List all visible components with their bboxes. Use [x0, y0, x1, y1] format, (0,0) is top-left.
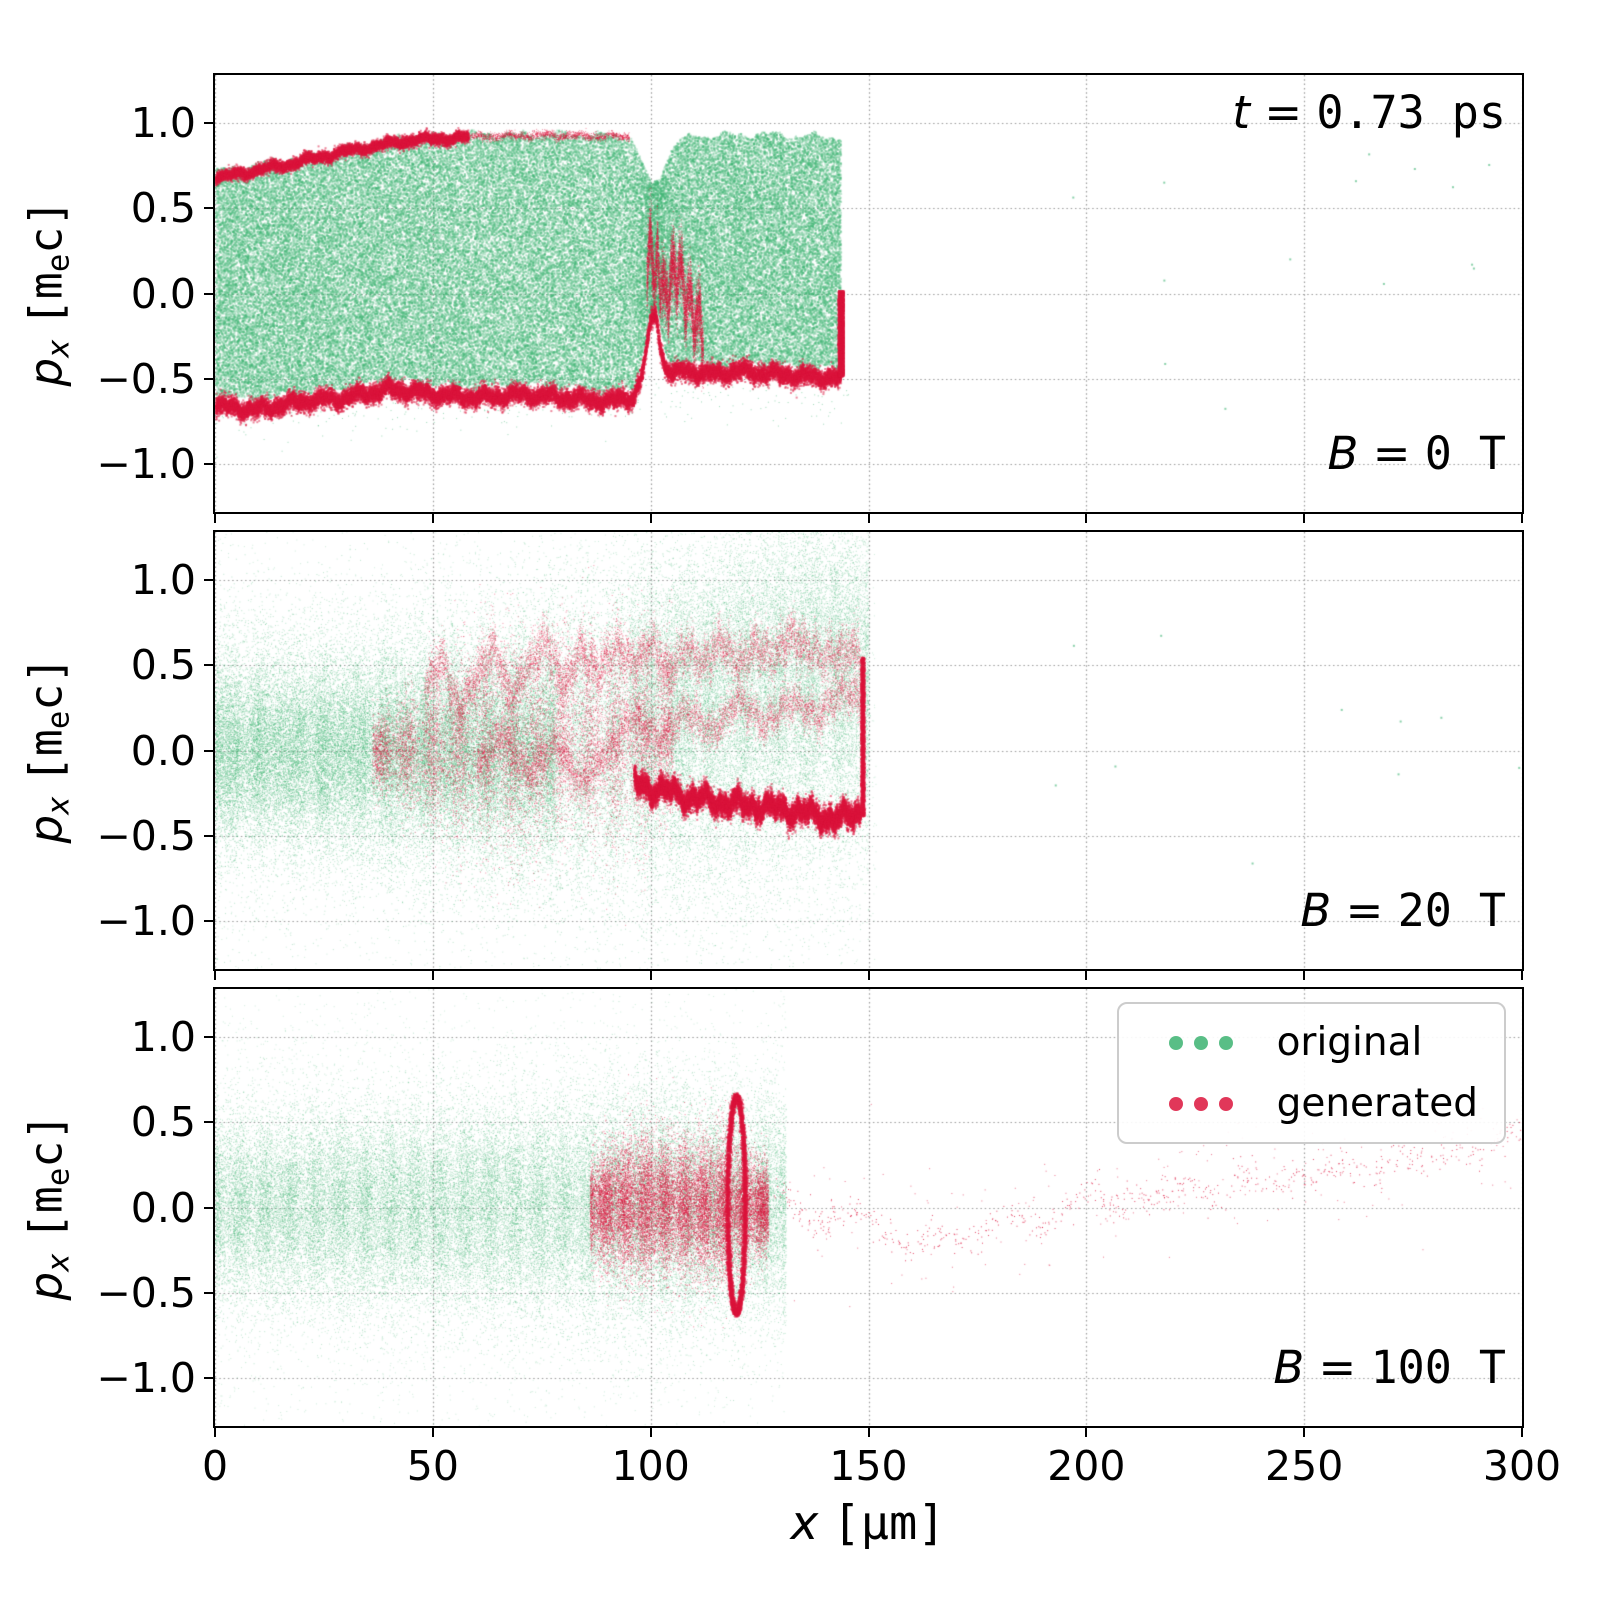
y-tick-mark [204, 463, 213, 466]
y-tick-label: −0.5 [96, 1268, 196, 1317]
dot-icon [1193, 1096, 1208, 1111]
y-tick-mark [204, 578, 213, 581]
x-tick-mark [649, 1428, 652, 1437]
y-tick-label: −1.0 [96, 897, 196, 946]
x-tick-mark [867, 1428, 870, 1437]
y-tick-label: 0.5 [130, 1098, 196, 1147]
x-tick-label: 100 [611, 1442, 690, 1490]
x-tick-mark [214, 514, 216, 523]
x-tick-mark [1085, 971, 1088, 980]
time-unit: ps [1424, 86, 1506, 139]
x-tick-mark [649, 514, 652, 523]
dot-icon [1168, 1096, 1183, 1111]
y-tick-mark [204, 1377, 213, 1380]
y-tick-label: 0.0 [130, 1183, 196, 1232]
equals-sign: = [1304, 1341, 1371, 1394]
panel-b20 [213, 530, 1524, 971]
y-tick-mark [204, 292, 213, 295]
y-tick-label: 1.0 [130, 1012, 196, 1061]
field-symbol: B [1300, 884, 1332, 937]
x-tick-mark [867, 971, 870, 980]
y-tick-label: −1.0 [96, 440, 196, 489]
y-tick-mark [204, 1121, 213, 1124]
legend-marker-original [1145, 1035, 1257, 1050]
x-tick-mark [1085, 514, 1088, 523]
x-tick-mark [649, 971, 652, 980]
x-tick-mark [1521, 514, 1523, 523]
x-tick-mark [1303, 1428, 1306, 1437]
y-tick-label: −0.5 [96, 354, 196, 403]
y-tick-mark [204, 121, 213, 124]
x-tick-mark [214, 1428, 216, 1437]
y-tick-label: 0.5 [130, 641, 196, 690]
legend-entry-original: original [1145, 1020, 1478, 1065]
field-symbol: B [1273, 1341, 1305, 1394]
x-tick-mark [1303, 514, 1306, 523]
dot-icon [1168, 1035, 1183, 1050]
y-tick-mark [204, 1291, 213, 1294]
y-tick-mark [204, 749, 213, 752]
legend-entry-generated: generated [1145, 1081, 1478, 1126]
x-tick-mark [1303, 971, 1306, 980]
x-tick-mark [431, 1428, 434, 1437]
x-tick-mark [1085, 1428, 1088, 1437]
y-tick-mark [204, 834, 213, 837]
panel-b0-scatter-canvas [215, 75, 1522, 512]
equals-sign: = [1250, 86, 1317, 139]
field-value: 20 T [1397, 884, 1506, 937]
x-tick-mark [1521, 1428, 1523, 1437]
dot-icon [1218, 1035, 1233, 1050]
panel-b0 [213, 73, 1524, 514]
x-symbol: x [790, 1496, 819, 1551]
field-annotation-b100: B = 100 T [1273, 1341, 1506, 1394]
x-tick-label: 250 [1265, 1442, 1344, 1490]
x-tick-mark [1521, 971, 1523, 980]
panel-b20-scatter-canvas [215, 532, 1522, 969]
time-symbol: t [1232, 86, 1251, 139]
y-tick-mark [204, 377, 213, 380]
field-annotation-b20: B = 20 T [1300, 884, 1506, 937]
y-tick-label: 0.0 [130, 269, 196, 318]
x-tick-label: 200 [1047, 1442, 1126, 1490]
x-tick-mark [867, 514, 870, 523]
x-tick-label: 0 [201, 1442, 229, 1490]
field-value: 0 T [1424, 427, 1506, 480]
y-tick-label: 1.0 [130, 98, 196, 147]
y-tick-mark [204, 1035, 213, 1038]
x-tick-label: 50 [406, 1442, 459, 1490]
x-tick-mark [431, 971, 434, 980]
x-axis-label: x [μm] [790, 1496, 945, 1551]
x-tick-label: 300 [1482, 1442, 1562, 1490]
field-symbol: B [1327, 427, 1359, 480]
y-tick-label: −0.5 [96, 811, 196, 860]
legend: original generated [1116, 1002, 1506, 1144]
time-annotation: t = 0.73 ps [1232, 86, 1506, 139]
y-tick-mark [204, 207, 213, 210]
y-tick-label: 0.5 [130, 184, 196, 233]
equals-sign: = [1358, 427, 1425, 480]
legend-marker-generated [1145, 1096, 1257, 1111]
x-tick-label: 150 [829, 1442, 908, 1490]
y-tick-mark [204, 1206, 213, 1209]
x-tick-mark [431, 514, 434, 523]
y-tick-mark [204, 920, 213, 923]
x-unit: [μm] [832, 1496, 946, 1551]
y-tick-label: 0.0 [130, 726, 196, 775]
field-annotation-b0: B = 0 T [1328, 427, 1506, 480]
y-tick-label: 1.0 [130, 555, 196, 604]
x-tick-mark [214, 971, 216, 980]
time-value: 0.73 [1316, 86, 1425, 139]
field-value: 100 T [1370, 1341, 1506, 1394]
dot-icon [1193, 1035, 1208, 1050]
y-tick-mark [204, 664, 213, 667]
legend-label-original: original [1276, 1020, 1423, 1065]
y-tick-label: −1.0 [96, 1354, 196, 1403]
equals-sign: = [1331, 884, 1398, 937]
legend-label-generated: generated [1276, 1081, 1478, 1126]
dot-icon [1218, 1096, 1233, 1111]
